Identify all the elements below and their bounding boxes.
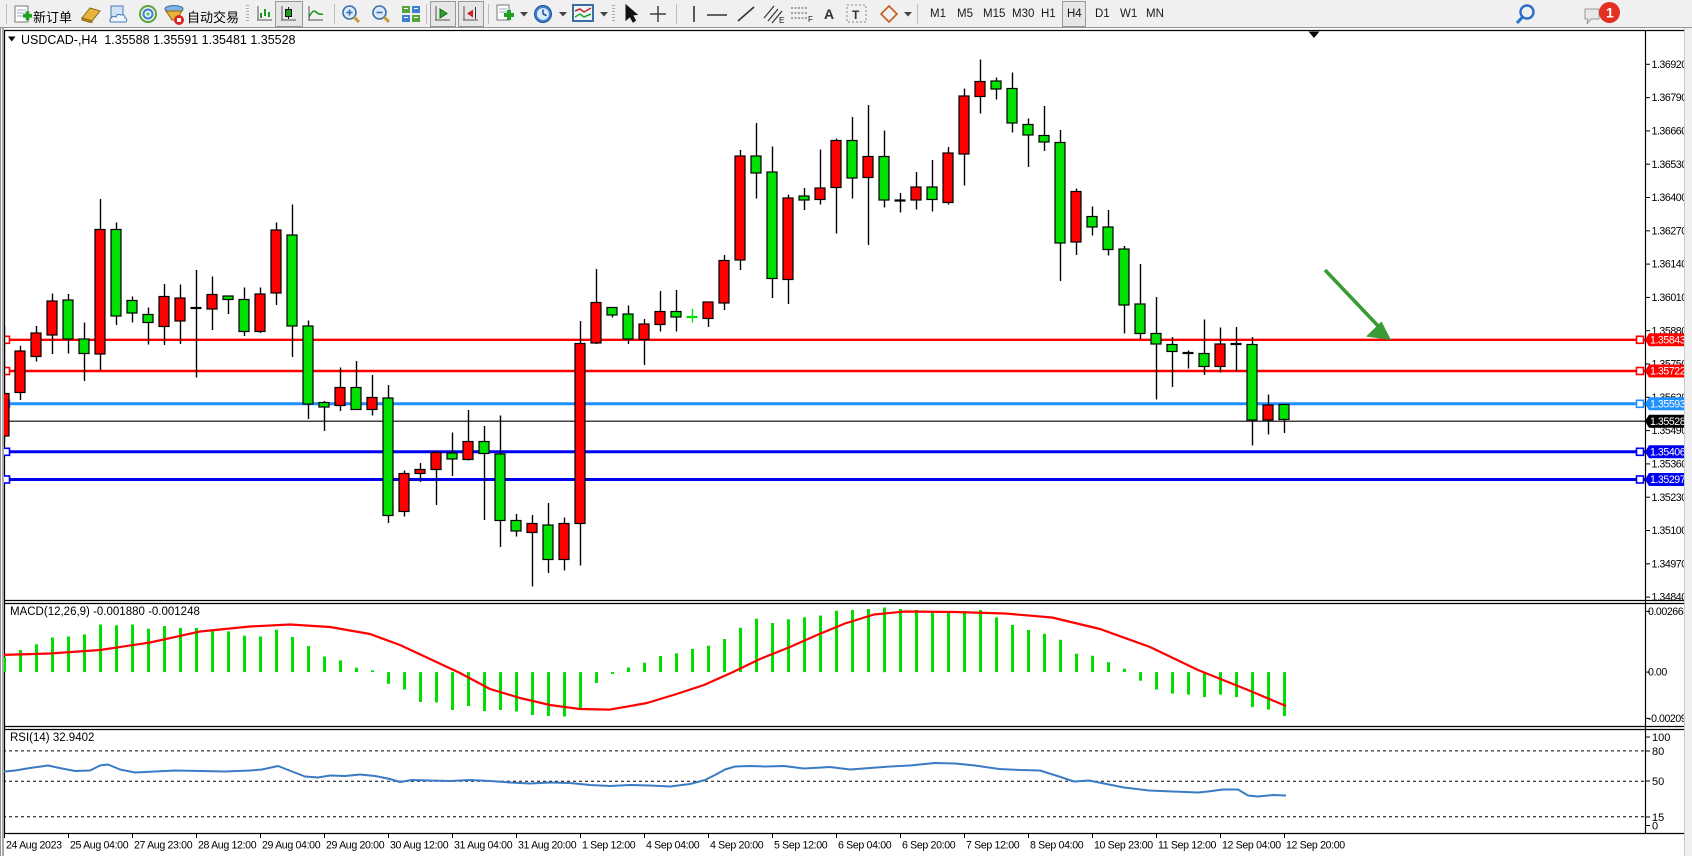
svg-text:1.36010: 1.36010 [1652, 292, 1688, 304]
svg-text:0.00: 0.00 [1648, 667, 1667, 679]
svg-text:7 Sep 12:00: 7 Sep 12:00 [966, 840, 1020, 852]
svg-text:1.35490: 1.35490 [1652, 425, 1688, 437]
svg-text:1.34970: 1.34970 [1652, 558, 1688, 570]
svg-text:1.36920: 1.36920 [1652, 59, 1688, 71]
svg-text:1.35406: 1.35406 [1650, 446, 1686, 458]
svg-text:1.35528: 1.35528 [1650, 416, 1686, 428]
svg-text:F: F [808, 15, 813, 23]
svg-text:1.35843: 1.35843 [1650, 334, 1686, 346]
svg-text:1.35100: 1.35100 [1652, 525, 1688, 537]
svg-text:25 Aug 04:00: 25 Aug 04:00 [70, 840, 129, 852]
svg-text:1.35230: 1.35230 [1652, 492, 1688, 504]
svg-text:1.36140: 1.36140 [1652, 259, 1688, 271]
svg-text:1.36660: 1.36660 [1652, 126, 1688, 138]
svg-text:50: 50 [1652, 776, 1664, 788]
svg-text:15: 15 [1652, 812, 1664, 824]
svg-text:0: 0 [1652, 820, 1658, 832]
svg-text:0.002663: 0.002663 [1648, 606, 1689, 618]
svg-text:1.34840: 1.34840 [1652, 592, 1688, 604]
svg-text:12 Sep 04:00: 12 Sep 04:00 [1222, 840, 1281, 852]
svg-text:28 Aug 12:00: 28 Aug 12:00 [198, 840, 257, 852]
svg-text:10 Sep 23:00: 10 Sep 23:00 [1094, 840, 1153, 852]
svg-text:29 Aug 04:00: 29 Aug 04:00 [262, 840, 321, 852]
svg-text:T: T [852, 8, 860, 22]
svg-text:31 Aug 04:00: 31 Aug 04:00 [454, 840, 513, 852]
svg-text:1.35593: 1.35593 [1650, 398, 1686, 410]
svg-text:100: 100 [1652, 732, 1670, 744]
svg-text:1: 1 [1606, 5, 1614, 21]
svg-text:6 Sep 04:00: 6 Sep 04:00 [838, 840, 892, 852]
svg-text:27 Aug 23:00: 27 Aug 23:00 [134, 840, 193, 852]
svg-text:12 Sep 20:00: 12 Sep 20:00 [1286, 840, 1345, 852]
svg-text:4 Sep 04:00: 4 Sep 04:00 [646, 840, 700, 852]
svg-text:1.35297: 1.35297 [1650, 474, 1686, 486]
svg-text:1 Sep 12:00: 1 Sep 12:00 [582, 840, 636, 852]
svg-text:11 Sep 12:00: 11 Sep 12:00 [1158, 840, 1217, 852]
svg-text:MACD(12,26,9) -0.001880 -0.001: MACD(12,26,9) -0.001880 -0.001248 [10, 606, 200, 618]
svg-text:30 Aug 12:00: 30 Aug 12:00 [390, 840, 449, 852]
svg-text:31 Aug 20:00: 31 Aug 20:00 [518, 840, 577, 852]
svg-text:80: 80 [1652, 746, 1664, 758]
svg-text:-0.002096: -0.002096 [1648, 713, 1692, 725]
svg-text:29 Aug 20:00: 29 Aug 20:00 [326, 840, 385, 852]
svg-text:RSI(14) 32.9402: RSI(14) 32.9402 [10, 732, 94, 744]
svg-text:24 Aug 2023: 24 Aug 2023 [6, 840, 62, 852]
svg-text:5 Sep 12:00: 5 Sep 12:00 [774, 840, 828, 852]
svg-text:1.36530: 1.36530 [1652, 159, 1688, 171]
svg-text:4 Sep 20:00: 4 Sep 20:00 [710, 840, 764, 852]
svg-text:8 Sep 04:00: 8 Sep 04:00 [1030, 840, 1084, 852]
svg-text:USDCAD-,H4 1.35588 1.35591 1.: USDCAD-,H4 1.35588 1.35591 1.35481 1.355… [21, 33, 296, 47]
svg-text:1.35360: 1.35360 [1652, 459, 1688, 471]
svg-text:1.35722: 1.35722 [1650, 366, 1686, 378]
svg-text:1.36400: 1.36400 [1652, 192, 1688, 204]
svg-text:1.36270: 1.36270 [1652, 225, 1688, 237]
svg-text:1.36790: 1.36790 [1652, 92, 1688, 104]
svg-text:E: E [779, 16, 784, 24]
svg-text:6 Sep 20:00: 6 Sep 20:00 [902, 840, 956, 852]
